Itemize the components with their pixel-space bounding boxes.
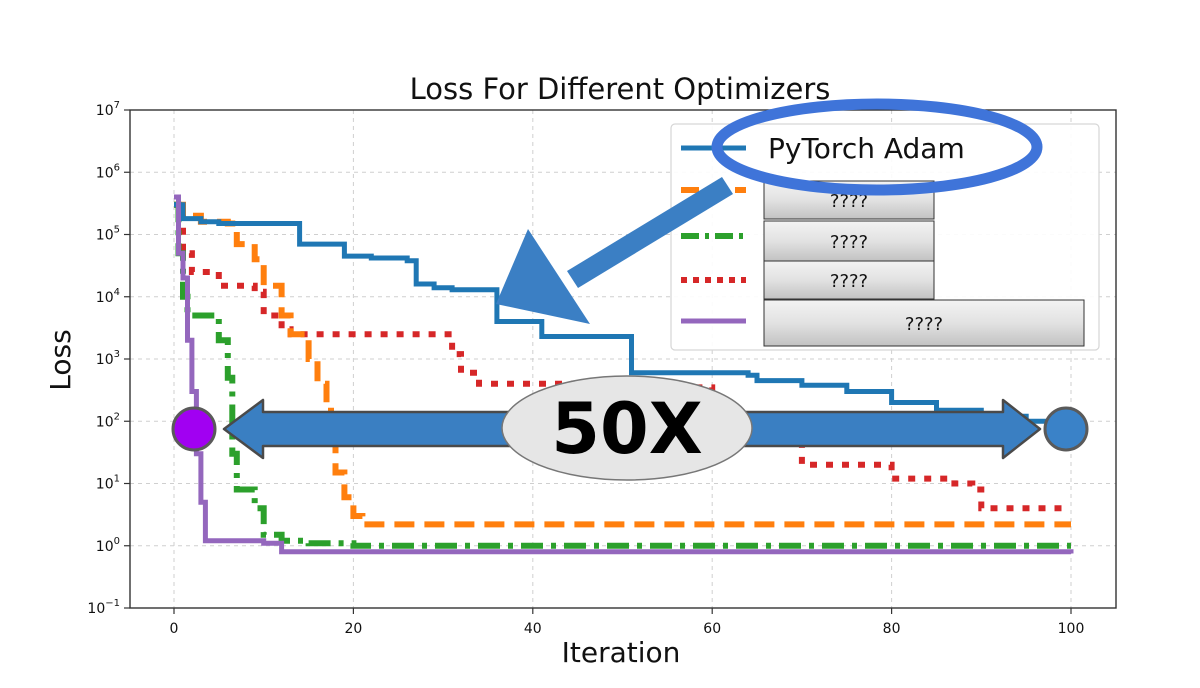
x-tick-label: 60 — [703, 621, 721, 637]
highlight-oval — [711, 98, 1043, 196]
legend-label-adam: PyTorch Adam — [768, 132, 965, 165]
y-tick-label: 105 — [96, 225, 120, 244]
x-tick-label: 100 — [1058, 621, 1085, 637]
y-axis-label: Loss — [44, 329, 77, 390]
y-tick-label: 106 — [96, 162, 120, 181]
y-tick-label: 102 — [96, 411, 120, 430]
y-tick-label: 10−1 — [87, 598, 120, 617]
y-tick-label: 101 — [96, 474, 120, 493]
x-tick-label: 80 — [883, 621, 901, 637]
end-marker — [1043, 406, 1089, 452]
series-layer — [174, 194, 1074, 555]
x-tick-label: 0 — [170, 621, 179, 637]
pointer-arrow — [496, 177, 733, 324]
series-line-1 — [174, 202, 1074, 425]
x-tick-label: 40 — [524, 621, 542, 637]
legend-label-series-3: ???? — [830, 232, 868, 253]
legend-box-series-4 — [763, 260, 935, 300]
speedup-label: 50X — [551, 388, 702, 470]
chart-title: Loss For Different Optimizers — [410, 72, 831, 106]
legend-label-series-4: ???? — [830, 271, 868, 292]
x-tick-label: 20 — [344, 621, 362, 637]
series-line-4 — [174, 201, 1062, 512]
series-line-5 — [174, 194, 1074, 555]
y-tick-labels: 10−1 100 101 102 103 104 105 106 107 — [87, 100, 130, 617]
legend-box-series-3 — [763, 220, 935, 262]
legend-box-series-5 — [763, 299, 1085, 347]
start-marker — [171, 406, 217, 452]
x-axis-label: Iteration — [562, 636, 681, 669]
legend-label-series-2: ???? — [830, 191, 868, 212]
y-tick-label: 107 — [96, 100, 120, 119]
y-tick-label: 104 — [96, 287, 120, 306]
x-tick-labels: 0 20 40 60 80 100 — [170, 608, 1085, 637]
speedup-bubble — [501, 375, 753, 481]
legend-label-series-5: ???? — [905, 314, 943, 335]
y-tick-label: 103 — [96, 349, 120, 368]
series-line-3 — [174, 201, 1071, 549]
y-tick-label: 100 — [96, 536, 120, 555]
